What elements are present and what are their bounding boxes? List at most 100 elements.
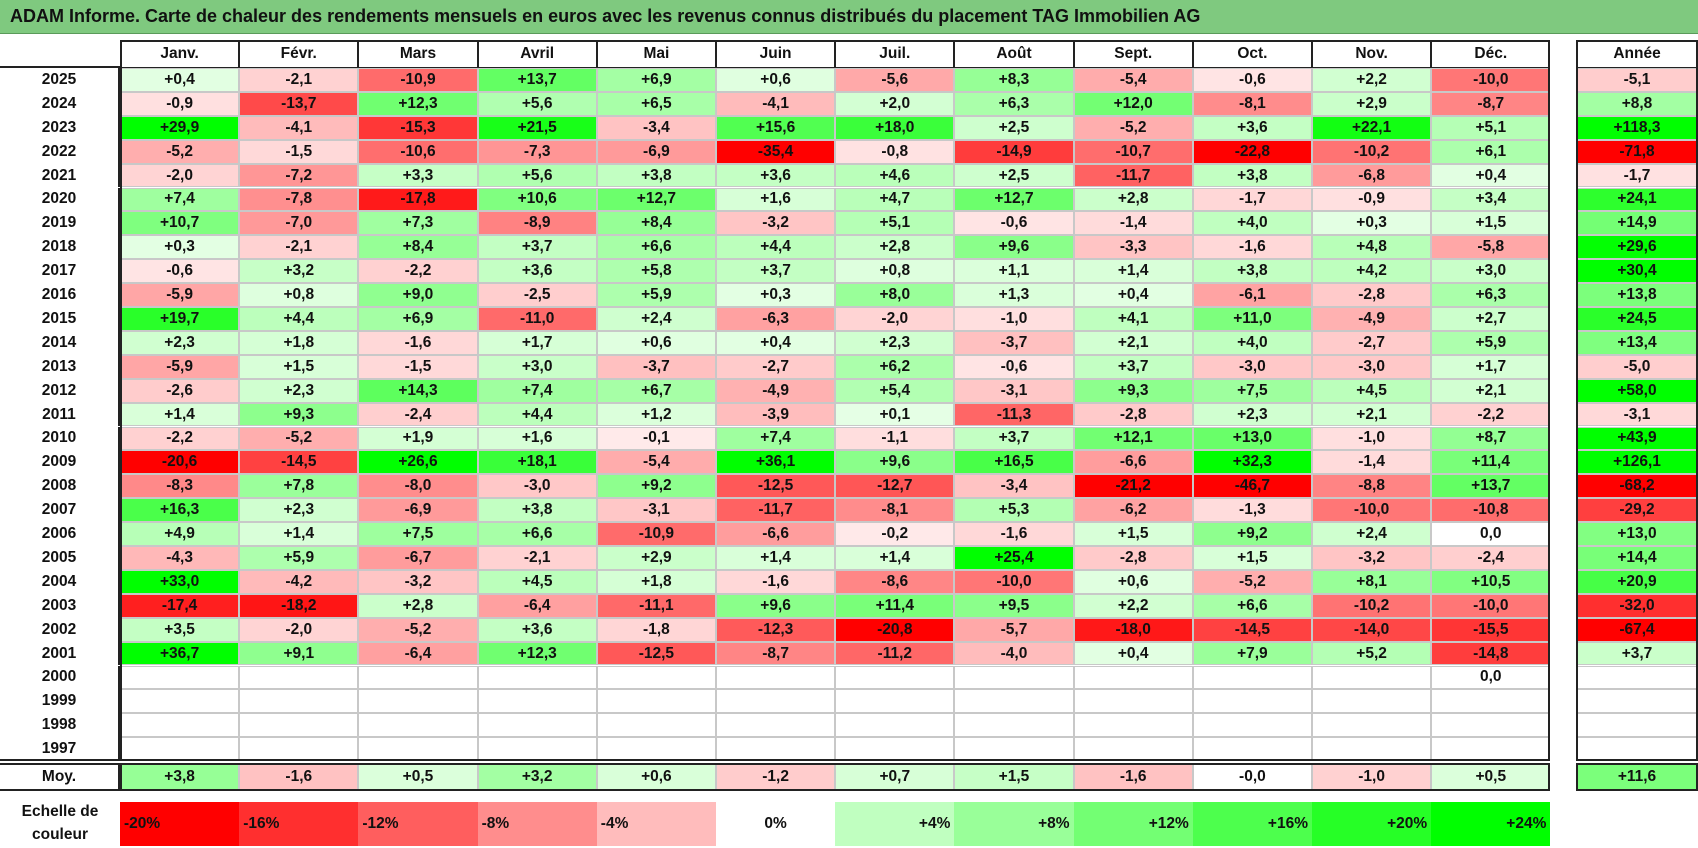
heatmap-cell: +3,4 — [1431, 187, 1551, 212]
heatmap-cell — [358, 665, 478, 690]
average-cell: -0,0 — [1192, 763, 1312, 791]
heatmap-cell: -7,3 — [477, 139, 597, 164]
heatmap-cell: -4,2 — [239, 569, 359, 594]
heatmap-cell — [239, 689, 359, 714]
year-label: 2020 — [0, 187, 120, 212]
heatmap-cell: +0,4 — [1073, 283, 1193, 307]
heatmap-cell: -14,5 — [239, 450, 359, 475]
heatmap-cell: -1,0 — [1312, 426, 1432, 451]
heatmap-cell: -3,4 — [954, 474, 1074, 499]
heatmap-cell: +7,5 — [1192, 378, 1312, 403]
heatmap-cell: +1,4 — [716, 546, 836, 570]
heatmap-cell: +12,3 — [477, 641, 597, 666]
year-label: 2016 — [0, 283, 120, 307]
annual-cell: +13,0 — [1576, 522, 1698, 546]
heatmap-cell: -6,2 — [1073, 498, 1193, 523]
heatmap-cell: -15,3 — [358, 115, 478, 140]
heatmap-cell: -1,8 — [596, 617, 716, 642]
average-cell: +3,2 — [477, 763, 597, 791]
heatmap-cell: -2,8 — [1312, 283, 1432, 307]
heatmap-cell: -18,2 — [239, 593, 359, 618]
year-label: 1999 — [0, 689, 120, 714]
heatmap-cell: +3,8 — [596, 163, 716, 188]
annual-cell: -3,1 — [1576, 402, 1698, 427]
annual-cell: -1,7 — [1576, 163, 1698, 188]
average-cell: -1,2 — [716, 763, 836, 791]
heatmap-cell: +3,8 — [477, 498, 597, 523]
annual-cell — [1576, 737, 1698, 762]
heatmap-cell: -11,1 — [596, 593, 716, 618]
annual-cell: +24,5 — [1576, 307, 1698, 331]
heatmap-cell: -17,8 — [358, 187, 478, 212]
heatmap-cell — [596, 713, 716, 738]
heatmap-cell: -3,1 — [954, 378, 1074, 403]
average-cell: -1,6 — [1073, 763, 1193, 791]
heatmap-cell: -4,9 — [716, 378, 836, 403]
heatmap-cell: -11,2 — [835, 641, 955, 666]
heatmap-cell: +8,1 — [1312, 569, 1432, 594]
heatmap-cell — [120, 713, 240, 738]
heatmap-cell: -3,9 — [716, 402, 836, 427]
heatmap-cell: +3,8 — [1192, 259, 1312, 284]
month-header: Oct. — [1192, 40, 1312, 68]
scale-swatch: -8% — [477, 802, 597, 846]
annual-cell: -67,4 — [1576, 617, 1698, 642]
year-label: 2012 — [0, 378, 120, 403]
month-header: Mars — [358, 40, 478, 68]
heatmap-cell: +2,0 — [835, 91, 955, 116]
heatmap-cell: +1,7 — [477, 330, 597, 355]
heatmap-cell: +0,6 — [596, 330, 716, 355]
scale-swatch: -4% — [596, 802, 716, 846]
year-label: 2011 — [0, 402, 120, 427]
heatmap-cell: +16,5 — [954, 450, 1074, 475]
heatmap-cell: -6,3 — [716, 307, 836, 331]
heatmap-cell: +9,3 — [1073, 378, 1193, 403]
heatmap-cell: -3,3 — [1073, 235, 1193, 260]
heatmap-cell: -4,3 — [120, 546, 240, 570]
heatmap-cell: +2,5 — [954, 163, 1074, 188]
year-header: Année — [1576, 40, 1698, 68]
heatmap-cell: -1,0 — [954, 307, 1074, 331]
heatmap-cell: +12,0 — [1073, 91, 1193, 116]
heatmap-cell: -17,4 — [120, 593, 240, 618]
heatmap-cell: -10,7 — [1073, 139, 1193, 164]
heatmap-cell: -2,2 — [120, 426, 240, 451]
heatmap-cell — [716, 665, 836, 690]
heatmap-cell: +18,0 — [835, 115, 955, 140]
heatmap-cell — [1192, 737, 1312, 762]
heatmap-cell: +19,7 — [120, 307, 240, 331]
average-cell: -1,6 — [239, 763, 359, 791]
year-label: 2007 — [0, 498, 120, 523]
heatmap-cell: +13,7 — [477, 68, 597, 92]
heatmap-cell: -35,4 — [716, 139, 836, 164]
heatmap-cell: +32,3 — [1192, 450, 1312, 475]
heatmap-cell: +1,2 — [596, 402, 716, 427]
heatmap-cell — [358, 689, 478, 714]
scale-label: Echelle de couleur — [0, 800, 120, 848]
scale-swatch: -12% — [358, 802, 478, 846]
heatmap-cell: +0,3 — [120, 235, 240, 260]
heatmap-cell: +6,9 — [596, 68, 716, 92]
heatmap-cell: -10,6 — [358, 139, 478, 164]
heatmap-cell: +6,7 — [596, 378, 716, 403]
heatmap-cell: +5,9 — [239, 546, 359, 570]
heatmap-cell: +0,1 — [835, 402, 955, 427]
heatmap-cell: -6,8 — [1312, 163, 1432, 188]
heatmap-cell: +7,9 — [1192, 641, 1312, 666]
annual-cell: +29,6 — [1576, 235, 1698, 260]
heatmap-cell — [1073, 713, 1193, 738]
heatmap-cell: -0,6 — [120, 259, 240, 284]
heatmap-cell — [1192, 689, 1312, 714]
month-header: Nov. — [1312, 40, 1432, 68]
heatmap-cell: +8,4 — [596, 211, 716, 236]
heatmap-cell: -2,1 — [239, 68, 359, 92]
annual-cell: +14,4 — [1576, 546, 1698, 570]
heatmap-cell — [1312, 737, 1432, 762]
heatmap-cell: +4,4 — [239, 307, 359, 331]
heatmap-cell: +0,4 — [120, 68, 240, 92]
average-cell: +0,7 — [835, 763, 955, 791]
heatmap-cell: +9,2 — [596, 474, 716, 499]
heatmap-cell: +36,7 — [120, 641, 240, 666]
annual-cell: +8,8 — [1576, 91, 1698, 116]
heatmap-cell: -3,0 — [477, 474, 597, 499]
